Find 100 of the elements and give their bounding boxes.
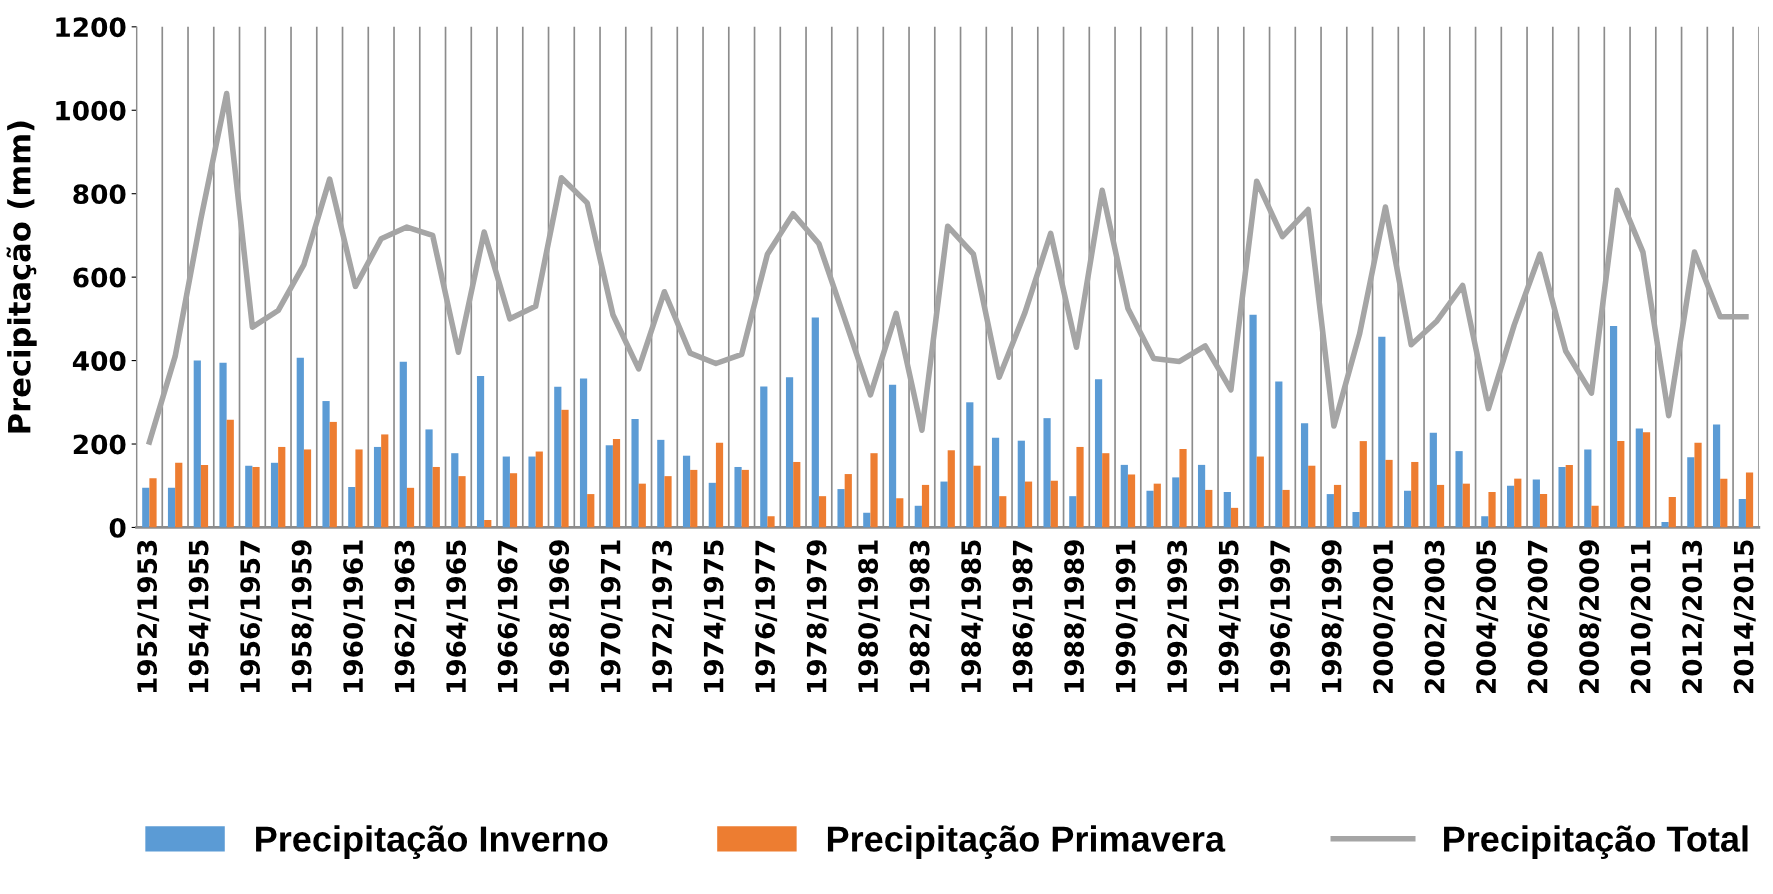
bar [914, 505, 922, 528]
bar [193, 360, 201, 528]
bar [1745, 472, 1754, 528]
y-tick-label: 1200 [56, 17, 126, 38]
bar [1558, 466, 1566, 528]
bar [811, 317, 819, 528]
legend-label: Precipitação Inverno [256, 825, 608, 859]
bar [1094, 379, 1103, 528]
bar [1179, 449, 1187, 528]
bar [432, 466, 440, 528]
bar [1514, 478, 1522, 528]
x-tick-label: 1988/1989 [1064, 540, 1087, 693]
bar [296, 357, 304, 528]
bar [682, 455, 691, 528]
x-tick-label: 1960/1961 [343, 540, 366, 693]
y-tick-label: 1000 [56, 100, 126, 121]
bar [1333, 484, 1342, 528]
bar [1584, 449, 1592, 528]
bar [1017, 440, 1025, 528]
bar [1565, 464, 1573, 528]
bar [1642, 432, 1651, 528]
bar [587, 494, 595, 528]
bar [1694, 442, 1702, 528]
bar [973, 465, 981, 528]
bar [1385, 459, 1393, 528]
x-tick-label: 1980/1981 [858, 540, 881, 693]
bar [1127, 474, 1136, 528]
bar [605, 445, 613, 528]
bar [844, 474, 852, 528]
bar [528, 456, 536, 528]
bar [793, 461, 801, 528]
bar [142, 487, 150, 528]
bar [657, 439, 665, 528]
bar [1617, 441, 1625, 528]
bar [741, 469, 749, 528]
bar [991, 437, 1000, 528]
bar [303, 449, 312, 528]
x-tick-label: 1964/1965 [446, 540, 469, 693]
bar [1609, 325, 1618, 528]
bar [149, 478, 157, 528]
bar [1076, 446, 1084, 528]
bar [1488, 492, 1496, 528]
bar [1720, 478, 1728, 528]
x-tick-label: 1954/1955 [188, 540, 211, 693]
bar [1539, 494, 1548, 528]
bar [1352, 512, 1360, 528]
bar [1050, 480, 1058, 528]
bar [451, 453, 459, 528]
bar [1300, 423, 1309, 528]
y-tick-label: 0 [109, 517, 126, 538]
x-tick-label: 1996/1997 [1270, 540, 1293, 693]
bar [1436, 484, 1445, 528]
bar [818, 496, 827, 528]
x-tick-label: 1972/1973 [652, 540, 675, 693]
bar [1102, 453, 1110, 528]
bar [1120, 464, 1128, 528]
bar [554, 386, 562, 528]
bar [1326, 494, 1334, 528]
bar [1687, 457, 1695, 528]
bar [767, 516, 775, 528]
x-tick-label: 1992/1993 [1167, 540, 1190, 693]
bar [1411, 461, 1419, 528]
bar [425, 429, 433, 528]
x-tick-label: 1982/1983 [909, 540, 932, 693]
bar [1635, 428, 1643, 528]
y-axis-title: Precipitação (mm) [6, 121, 37, 433]
bar [1172, 477, 1180, 528]
bar [1275, 381, 1283, 528]
bar [1403, 490, 1412, 528]
bar [1043, 418, 1051, 528]
x-tick-label: 2002/2003 [1424, 540, 1447, 694]
x-tick-label: 1990/1991 [1115, 540, 1138, 693]
bar [355, 449, 363, 528]
bar [863, 512, 871, 528]
x-tick-label: 1962/1963 [394, 540, 417, 693]
x-tick-label: 2000/2001 [1373, 540, 1396, 694]
bar [252, 466, 260, 528]
bar [1532, 479, 1540, 528]
x-tick-label: 1994/1995 [1218, 540, 1241, 693]
bar [1308, 465, 1316, 528]
bar [458, 476, 466, 528]
x-tick-label: 1966/1967 [497, 540, 520, 693]
bar [1462, 483, 1470, 528]
bar [1069, 496, 1077, 528]
bar [484, 519, 492, 528]
bar [348, 486, 356, 528]
bar [896, 498, 904, 528]
bar [870, 453, 878, 528]
bar [1256, 456, 1264, 528]
bar [1429, 432, 1437, 528]
x-tick-label: 2004/2005 [1476, 540, 1499, 694]
bar [1282, 489, 1290, 528]
bar [1146, 490, 1154, 528]
bar [1712, 424, 1721, 528]
x-tick-label: 1974/1975 [703, 540, 726, 693]
bar [476, 376, 485, 528]
x-tick-label: 1956/1957 [240, 540, 263, 693]
bar [175, 462, 183, 528]
bar [1359, 441, 1367, 528]
x-tick-label: 1986/1987 [1012, 540, 1035, 693]
